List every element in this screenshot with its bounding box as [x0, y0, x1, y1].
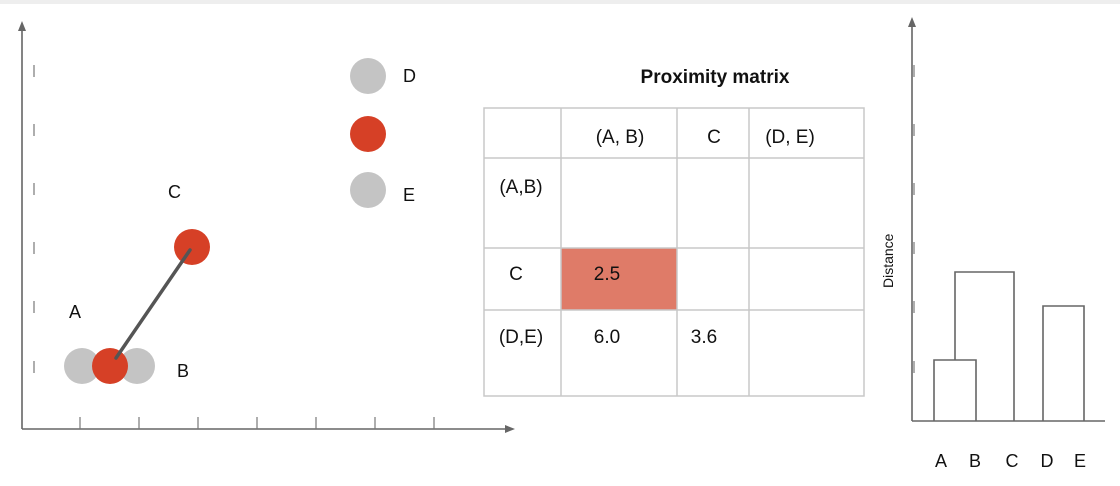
point-a [64, 348, 100, 384]
proximity-matrix: Proximity matrix (A, B) C (D, E) (A,B) C… [483, 67, 865, 397]
point-d [350, 58, 386, 94]
label-e: E [403, 185, 415, 205]
point-b [119, 348, 155, 384]
leaf-e: E [1074, 451, 1086, 471]
scatter-plot: A B C D E [18, 21, 515, 433]
col-header-de: (D, E) [765, 127, 815, 148]
label-d: D [403, 66, 416, 86]
matrix-title: Proximity matrix [641, 67, 790, 88]
col-header-ab: (A, B) [596, 127, 645, 148]
leaf-b: B [969, 451, 981, 471]
merged-point-de [350, 116, 386, 152]
label-b: B [177, 361, 189, 381]
top-bar [0, 0, 1120, 4]
leaf-a: A [935, 451, 947, 471]
point-e [350, 172, 386, 208]
leaf-c: C [1006, 451, 1019, 471]
cell-c-ab: 2.5 [594, 264, 620, 285]
label-a: A [69, 302, 81, 322]
merge-de [1042, 305, 1085, 421]
row-header-c: C [509, 264, 523, 285]
dendrogram: Distance A B C D E [880, 17, 1105, 471]
col-header-c: C [707, 127, 721, 148]
merge-ab-c [954, 271, 1015, 421]
row-header-de: (D,E) [499, 327, 543, 348]
dendrogram-ylabel: Distance [880, 233, 896, 288]
point-c [174, 229, 210, 265]
leaf-d: D [1041, 451, 1054, 471]
scatter-x-ticks [79, 417, 435, 429]
label-c: C [168, 182, 181, 202]
cell-de-c: 3.6 [691, 327, 717, 348]
highlight-cell [561, 248, 677, 310]
merge-ab [933, 359, 977, 421]
cell-de-ab: 6.0 [594, 327, 620, 348]
merged-point-ab [92, 348, 128, 384]
link-ab-c [114, 248, 192, 360]
row-header-ab: (A,B) [499, 177, 542, 198]
matrix-grid [483, 107, 865, 397]
